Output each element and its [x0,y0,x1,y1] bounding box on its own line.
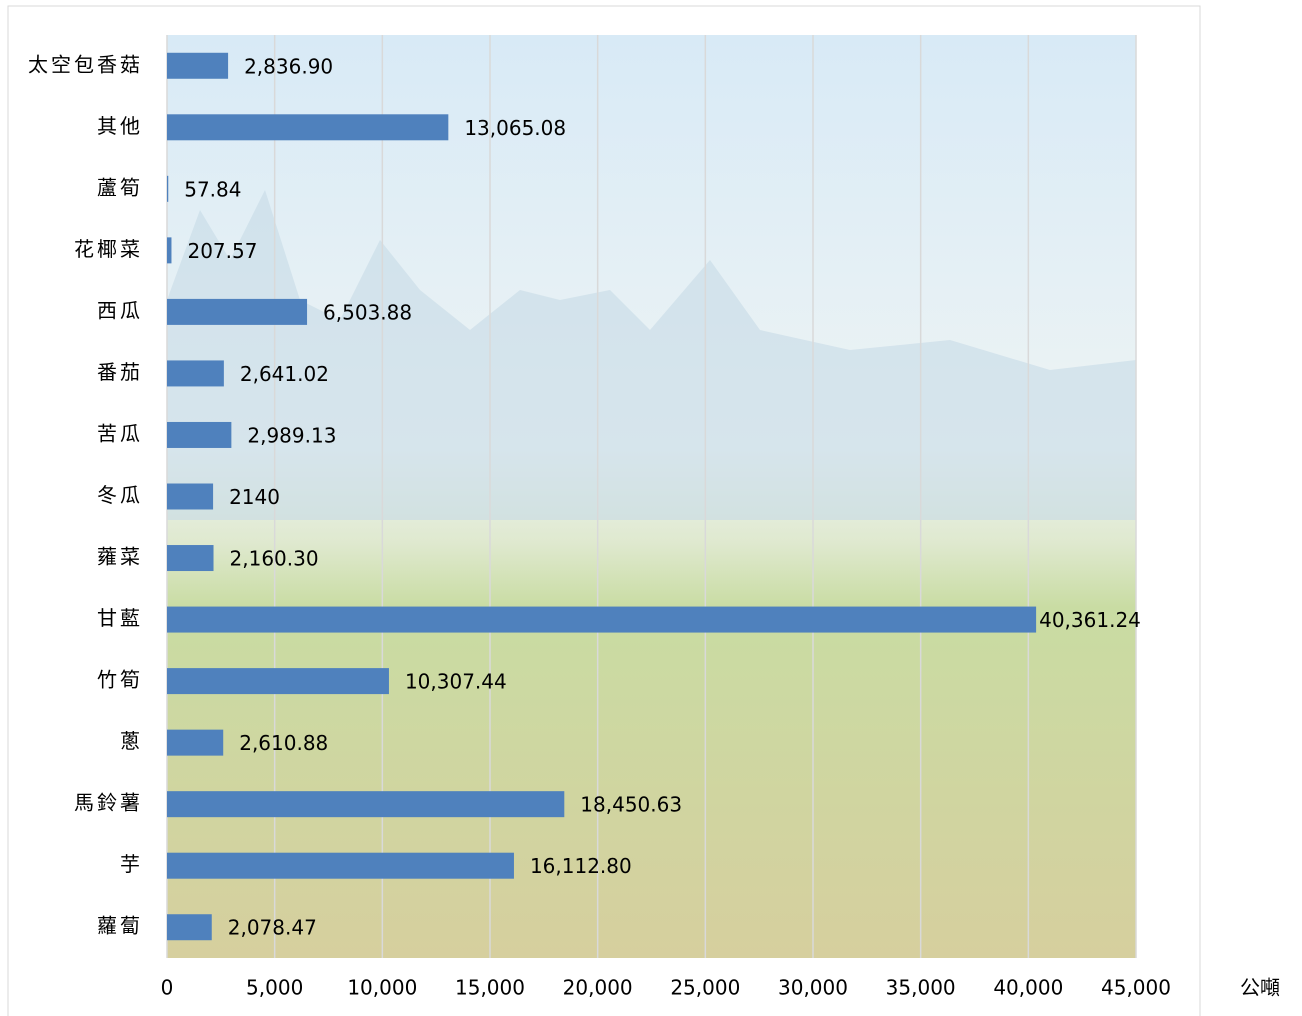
x-tick-label: 0 [161,976,174,1000]
data-label: 10,307.44 [405,670,507,694]
y-tick-label: 其他 [97,114,143,138]
data-label: 40,361.24 [1039,608,1141,632]
x-axis-label: 公噸 [1240,976,1280,1000]
data-label: 2,160.30 [230,547,319,571]
y-tick-label: 花椰菜 [74,237,143,261]
bar [167,606,1037,633]
y-tick-label: 竹筍 [97,668,143,692]
y-tick-label: 蘿蔔 [97,914,143,938]
mountains [167,190,1136,520]
x-tick-label: 25,000 [670,976,740,1000]
data-label: 2,836.90 [244,54,333,78]
data-label: 2,989.13 [247,423,336,447]
data-label: 2,078.47 [228,916,317,940]
bar [167,175,169,202]
x-tick-label: 30,000 [778,976,848,1000]
bar [167,360,224,387]
data-label: 6,503.88 [323,300,412,324]
y-tick-label: 甘藍 [97,606,143,630]
bar [167,237,172,264]
y-tick-label: 蕹菜 [97,545,143,569]
bar [167,483,214,510]
bar [167,421,232,448]
y-tick-label: 苦瓜 [97,421,143,445]
bar [167,545,214,572]
bar [167,791,565,818]
y-tick-label: 馬鈴薯 [74,791,143,815]
x-tick-label: 40,000 [993,976,1063,1000]
data-label: 207.57 [187,239,257,263]
bar [167,52,229,79]
y-tick-label: 蔥 [120,729,143,753]
x-tick-label: 35,000 [886,976,956,1000]
x-tick-label: 10,000 [347,976,417,1000]
y-tick-label: 芋 [120,852,143,876]
x-tick-label: 15,000 [455,976,525,1000]
y-tick-label: 番茄 [97,360,143,384]
data-label: 18,450.63 [580,793,682,817]
y-tick-label: 西瓜 [97,298,143,322]
bar [167,114,449,141]
y-tick-label: 蘆筍 [97,175,143,199]
data-label: 2,610.88 [239,731,328,755]
data-label: 2,641.02 [240,362,329,386]
bar [167,729,224,756]
data-label: 2140 [229,485,280,509]
data-label: 16,112.80 [530,854,632,878]
x-tick-label: 20,000 [563,976,633,1000]
x-tick-label: 45,000 [1101,976,1171,1000]
data-label: 13,065.08 [464,116,566,140]
data-label: 57.84 [184,177,241,201]
x-tick-label: 5,000 [246,976,303,1000]
bar [167,298,308,325]
bar [167,668,389,695]
bar [167,914,212,941]
y-tick-label: 太空包香菇 [28,52,143,76]
bar [167,852,514,879]
y-tick-label: 冬瓜 [97,483,143,507]
